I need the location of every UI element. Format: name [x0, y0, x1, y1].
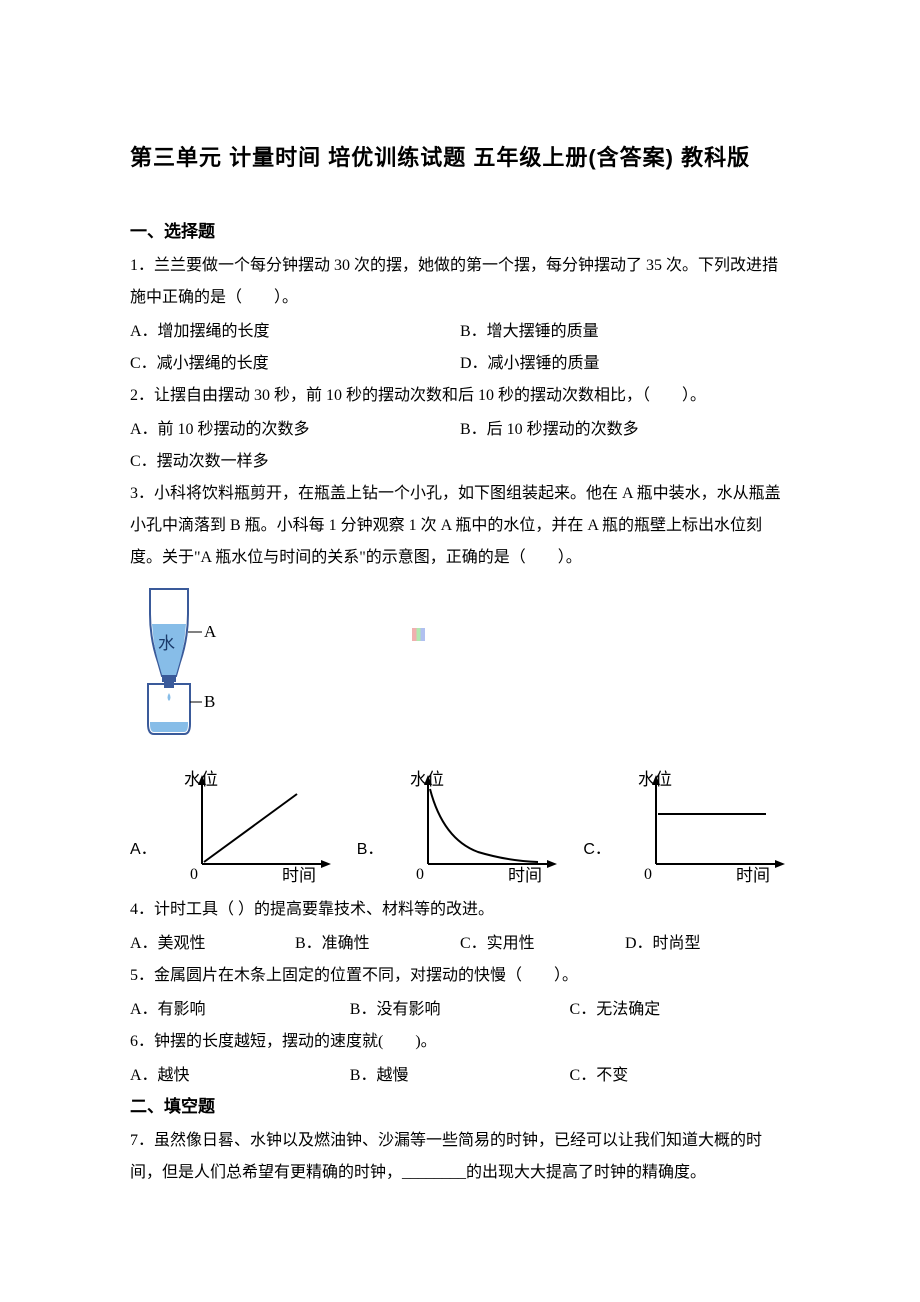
- svg-text:B: B: [204, 692, 215, 711]
- q1-opt-b: B．增大摆锤的质量: [460, 316, 790, 348]
- q5-stem: 5．金属圆片在木条上固定的位置不同，对摆动的快慢（ ）。: [130, 960, 790, 992]
- watermark-icon: [412, 628, 425, 641]
- svg-text:时间: 时间: [282, 866, 316, 885]
- page-title: 第三单元 计量时间 培优训练试题 五年级上册(含答案) 教科版: [130, 140, 790, 172]
- q2-stem: 2．让摆自由摆动 30 秒，前 10 秒的摆动次数和后 10 秒的摆动次数相比，…: [130, 380, 790, 412]
- svg-text:时间: 时间: [736, 866, 770, 885]
- q1-stem: 1．兰兰要做一个每分钟摆动 30 次的摆，她做的第一个摆，每分钟摆动了 35 次…: [130, 250, 790, 314]
- q3-chart-b: B． 水位 0 时间: [357, 769, 574, 889]
- svg-text:0: 0: [190, 866, 198, 883]
- q3-opt-a-label: A．: [130, 835, 157, 859]
- q1-opt-a: A．增加摆绳的长度: [130, 316, 460, 348]
- q6-opt-a: A．越快: [130, 1060, 350, 1092]
- q3-bottle-diagram: 水 A B: [130, 584, 790, 744]
- q3-charts: A． 水位 0 时间 B． 水位 0 时间 C． 水位: [130, 769, 790, 889]
- q3-opt-c-label: C．: [583, 835, 611, 859]
- svg-text:0: 0: [416, 866, 424, 883]
- section-2-heading: 二、填空题: [130, 1092, 790, 1117]
- q6-opt-c: C．不变: [570, 1060, 790, 1092]
- q2-opt-c: C．摆动次数一样多: [130, 446, 460, 478]
- q2-options-row2: C．摆动次数一样多: [130, 446, 790, 478]
- q2-opt-a: A．前 10 秒摆动的次数多: [130, 414, 460, 446]
- section-1-heading: 一、选择题: [130, 217, 790, 242]
- svg-text:时间: 时间: [508, 866, 542, 885]
- q6-options: A．越快 B．越慢 C．不变: [130, 1060, 790, 1092]
- q5-opt-a: A．有影响: [130, 994, 350, 1026]
- q1-options-row2: C．减小摆绳的长度 D．减小摆锤的质量: [130, 348, 790, 380]
- q4-options: A．美观性 B．准确性 C．实用性 D．时尚型: [130, 928, 790, 960]
- svg-text:A: A: [204, 622, 217, 641]
- svg-text:0: 0: [644, 866, 652, 883]
- q3-opt-b-label: B．: [357, 835, 384, 859]
- q2-options-row1: A．前 10 秒摆动的次数多 B．后 10 秒摆动的次数多: [130, 414, 790, 446]
- q3-chart-c: C． 水位 0 时间: [583, 769, 801, 889]
- q4-opt-c: C．实用性: [460, 928, 625, 960]
- water-label: 水: [158, 634, 175, 653]
- q1-opt-d: D．减小摆锤的质量: [460, 348, 790, 380]
- q7-stem: 7．虽然像日晷、水钟以及燃油钟、沙漏等一些简易的时钟，已经可以让我们知道大概的时…: [130, 1125, 790, 1189]
- q2-opt-b: B．后 10 秒摆动的次数多: [460, 414, 790, 446]
- q1-opt-c: C．减小摆绳的长度: [130, 348, 460, 380]
- bottle-svg: 水 A B: [130, 584, 220, 739]
- q1-options-row1: A．增加摆绳的长度 B．增大摆锤的质量: [130, 316, 790, 348]
- q6-opt-b: B．越慢: [350, 1060, 570, 1092]
- q5-opt-b: B．没有影响: [350, 994, 570, 1026]
- q3-stem: 3．小科将饮料瓶剪开，在瓶盖上钻一个小孔，如下图组装起来。他在 A 瓶中装水，水…: [130, 478, 790, 574]
- q6-stem: 6．钟摆的长度越短，摆动的速度就( )。: [130, 1026, 790, 1058]
- q4-stem: 4．计时工具（ ）的提高要靠技术、材料等的改进。: [130, 894, 790, 926]
- q4-opt-b: B．准确性: [295, 928, 460, 960]
- q4-opt-a: A．美观性: [130, 928, 295, 960]
- q5-opt-c: C．无法确定: [570, 994, 790, 1026]
- q3-chart-a: A． 水位 0 时间: [130, 769, 347, 889]
- q4-opt-d: D．时尚型: [625, 928, 790, 960]
- q5-options: A．有影响 B．没有影响 C．无法确定: [130, 994, 790, 1026]
